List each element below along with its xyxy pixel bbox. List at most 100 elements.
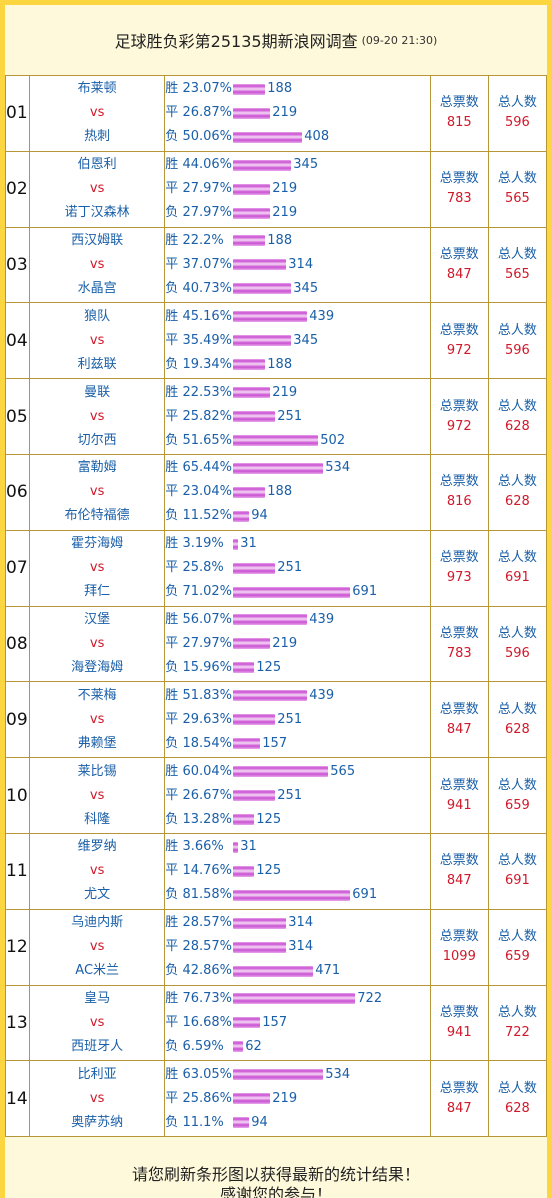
vote-draw-count: 314	[288, 939, 314, 955]
away-team: 尤文	[84, 887, 111, 903]
total-people-label: 总人数	[497, 322, 537, 338]
total-people-cell: 总人数 628	[487, 1060, 548, 1138]
vote-lose-label: 负 81.58%	[165, 883, 233, 907]
vote-draw-row: 平 29.63% 251	[165, 708, 429, 732]
total-people-cell: 总人数 691	[487, 832, 548, 910]
outcome-label: 负	[165, 1038, 179, 1054]
vote-draw-row: 平 14.76% 125	[165, 859, 429, 883]
total-votes-cell: 总票数 847	[429, 681, 489, 759]
total-votes-label: 总票数	[439, 701, 479, 717]
total-votes-value: 847	[446, 721, 472, 737]
vote-lose-count: 691	[352, 887, 378, 903]
vs-label: vs	[89, 635, 105, 651]
match-number: 07	[4, 529, 31, 607]
match-number: 03	[4, 226, 31, 304]
vote-win-bar	[233, 159, 292, 171]
vote-win-label: 胜 22.53%	[165, 381, 233, 405]
vote-draw-row: 平 37.07% 314	[165, 253, 429, 277]
vote-draw-label: 平 23.04%	[165, 480, 233, 504]
total-people-value: 596	[505, 115, 530, 131]
outcome-label: 负	[165, 129, 179, 145]
vote-bars: 胜 3.19% 31 平 25.8% 251 负 71.02% 691	[164, 529, 431, 607]
vote-win-label: 胜 76.73%	[165, 987, 233, 1011]
vote-lose-row: 负 13.28% 125	[165, 808, 429, 832]
total-people-label: 总人数	[497, 171, 537, 187]
vote-percent: 22.2%	[182, 232, 224, 248]
total-votes-cell: 总票数 972	[429, 302, 489, 380]
match-number: 14	[4, 1060, 31, 1138]
total-votes-label: 总票数	[439, 398, 479, 414]
refresh-hint: 请您刷新条形图以获得最新的统计结果！	[131, 1165, 420, 1184]
vote-draw-bar	[233, 259, 287, 271]
home-team: 西汉姆联	[71, 232, 124, 248]
total-people-value: 628	[505, 721, 530, 737]
vote-win-count: 31	[240, 536, 257, 552]
total-votes-value: 815	[446, 115, 472, 131]
vote-win-count: 314	[288, 915, 314, 931]
away-team: 热刺	[84, 129, 111, 145]
vote-percent: 35.49%	[182, 332, 233, 348]
total-votes-label: 总票数	[439, 550, 479, 566]
total-people-label: 总人数	[497, 929, 537, 945]
match-number: 09	[4, 681, 31, 759]
total-votes-value: 847	[446, 873, 472, 889]
total-votes-cell: 总票数 847	[429, 226, 489, 304]
vote-draw-row: 平 25.82% 251	[165, 405, 429, 429]
vote-percent: 28.57%	[182, 939, 233, 955]
vote-win-row: 胜 22.2% 188	[165, 229, 429, 253]
total-people-cell: 总人数 628	[487, 378, 548, 455]
total-votes-cell: 总票数 941	[429, 757, 489, 834]
vote-draw-label: 平 26.87%	[165, 101, 233, 125]
outcome-label: 负	[165, 356, 179, 372]
total-people-value: 691	[505, 873, 530, 889]
total-votes-value: 847	[446, 1100, 472, 1116]
vote-win-row: 胜 23.07% 188	[165, 77, 429, 101]
vote-percent: 3.19%	[182, 536, 224, 552]
vote-lose-count: 188	[267, 356, 293, 372]
vote-lose-label: 负 50.06%	[165, 125, 233, 149]
total-people-label: 总人数	[497, 853, 537, 869]
vote-lose-bar	[233, 1041, 244, 1053]
match-row: 04 狼队 vs 利兹联 胜 45.16% 439 平 35.49% 345 负…	[4, 302, 548, 380]
vote-draw-label: 平 14.76%	[165, 859, 233, 883]
total-votes-value: 783	[446, 645, 472, 661]
vote-lose-label: 负 40.73%	[165, 277, 233, 301]
vote-lose-label: 负 11.52%	[165, 504, 233, 528]
vs-label: vs	[89, 560, 105, 576]
vote-percent: 19.34%	[182, 356, 233, 372]
home-team: 富勒姆	[77, 460, 117, 476]
total-votes-label: 总票数	[439, 853, 479, 869]
total-people-label: 总人数	[497, 550, 537, 566]
vote-percent: 71.02%	[182, 584, 233, 600]
vote-win-label: 胜 3.19%	[165, 532, 233, 556]
match-number: 08	[4, 605, 31, 683]
vote-lose-label: 负 19.34%	[165, 353, 233, 377]
home-team: 狼队	[84, 308, 111, 324]
vote-bars: 胜 44.06% 345 平 27.97% 219 负 27.97% 219	[164, 150, 431, 228]
vs-label: vs	[89, 181, 105, 197]
total-votes-cell: 总票数 941	[429, 984, 489, 1062]
vote-draw-count: 314	[288, 256, 314, 272]
vote-draw-label: 平 37.07%	[165, 253, 233, 277]
outcome-label: 负	[165, 659, 179, 675]
total-people-value: 596	[505, 645, 530, 661]
vote-percent: 51.83%	[182, 687, 233, 703]
home-team: 不莱梅	[77, 687, 117, 703]
outcome-label: 胜	[165, 687, 179, 703]
vote-lose-count: 345	[293, 280, 319, 296]
vote-win-bar	[233, 462, 324, 474]
match-number: 13	[4, 984, 31, 1062]
page-header: 足球胜负彩第25135期新浪网调查 (09-20 21:30)	[5, 5, 547, 75]
vote-win-row: 胜 22.53% 219	[165, 381, 429, 405]
away-team: 科隆	[84, 811, 111, 827]
vote-draw-count: 219	[272, 181, 298, 197]
vote-win-bar	[233, 993, 356, 1005]
match-row: 09 不莱梅 vs 弗赖堡 胜 51.83% 439 平 29.63% 251 …	[4, 681, 548, 759]
outcome-label: 负	[165, 811, 179, 827]
home-team: 维罗纳	[77, 839, 117, 855]
match-number: 12	[4, 908, 31, 986]
outcome-label: 负	[165, 963, 179, 979]
vote-lose-row: 负 15.96% 125	[165, 656, 429, 680]
total-votes-label: 总票数	[439, 322, 479, 338]
home-team: 伯恩利	[77, 157, 117, 173]
